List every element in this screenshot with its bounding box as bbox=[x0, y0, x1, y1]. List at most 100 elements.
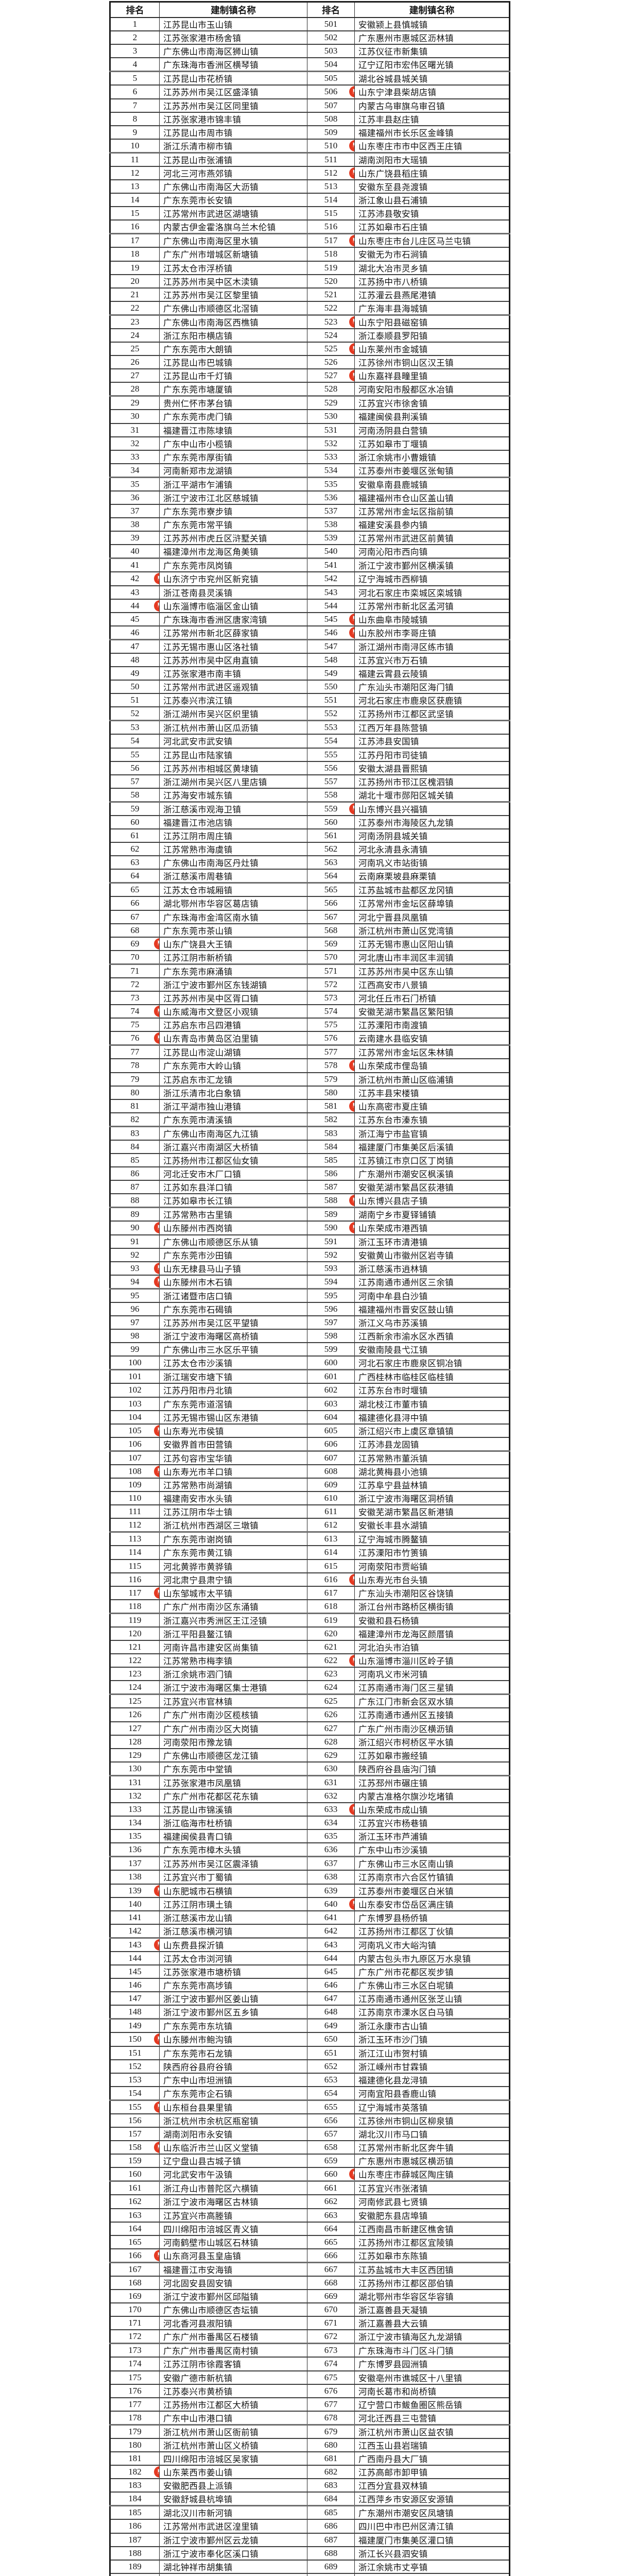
rank-cell-right: 646 bbox=[307, 1978, 355, 1993]
rank-cell-right: 591 bbox=[307, 1234, 355, 1249]
town-name-cell-right: 湖北鄂州市华容区华容镇 bbox=[354, 2289, 510, 2304]
rank-cell-left: 20 bbox=[110, 274, 160, 289]
town-name-cell-left: 浙江湖州市吴兴区织里镇 bbox=[159, 706, 307, 722]
rank-cell-left: 63 bbox=[110, 855, 160, 870]
table-row: 159 辽宁盘山县古城子镇 659 广东惠州市惠城区横沥镇 bbox=[110, 2154, 510, 2168]
table-row: 48 江苏苏州市吴中区甪直镇 548 江苏宜兴市万石镇 bbox=[110, 653, 510, 668]
rank-cell-right: 585 bbox=[307, 1153, 355, 1168]
town-name-cell-right: 辽宁海城市英落镇 bbox=[354, 2099, 510, 2114]
rank-cell-left: 88 bbox=[110, 1193, 160, 1209]
town-name-cell-right: 江苏盐城市大丰区西团镇 bbox=[354, 2262, 510, 2277]
town-name-cell-left: 江苏太仓市城厢镇 bbox=[159, 883, 307, 897]
town-name-cell-left: 浙江嘉兴市秀洲区王江泾镇 bbox=[159, 1613, 307, 1628]
rank-cell-left: 22 bbox=[110, 301, 160, 316]
rank-cell-right: 572 bbox=[307, 977, 355, 992]
town-name-cell-right: 广东博罗县杨侨镇 bbox=[354, 1910, 510, 1925]
flag-icon: ⚑ bbox=[349, 1804, 354, 1816]
table-row: 132 广东广州市花都区花东镇 632 内蒙古准格尔旗沙圪堵镇 bbox=[110, 1789, 510, 1804]
table-row: 170 广东佛山市顺德区杏坛镇 670 浙江嘉善县天凝镇 bbox=[110, 2302, 510, 2317]
table-row: 7 江苏苏州市吴江区同里镇 507 内蒙古乌审旗乌审召镇 bbox=[110, 98, 510, 113]
town-name-cell-left: 江苏扬州市江都区大桥镇 bbox=[159, 2397, 307, 2412]
rank-cell-right: 633⚑ bbox=[307, 1802, 355, 1817]
town-name-cell-right: 江苏如皋市石庄镇 bbox=[354, 219, 510, 235]
table-row: 138 江苏宜兴市丁蜀镇 638 江苏南京市六合区竹镇镇 bbox=[110, 1870, 510, 1885]
table-row: 153 广东中山市坦洲镇 653 福建德化县龙浔镇 bbox=[110, 2073, 510, 2087]
town-name-cell-right: 河北宁晋县凤凰镇 bbox=[354, 909, 510, 924]
town-name-cell-right: 江苏徐州市铜山区汉王镇 bbox=[354, 355, 510, 370]
rank-cell-left: 145 bbox=[110, 1964, 160, 1979]
table-row: 179 浙江杭州市萧山区衙前镇 679 浙江杭州市萧山区益农镇 bbox=[110, 2424, 510, 2439]
town-name-cell-left: 浙江瑞安市塘下镇 bbox=[159, 1369, 307, 1384]
table-row: 164 四川绵阳市涪城区青义镇 664 江西南昌市新建区樵舍镇 bbox=[110, 2222, 510, 2236]
rank-cell-left: 169 bbox=[110, 2289, 160, 2304]
town-name-cell-right: 广西桂林市临桂区临桂镇 bbox=[354, 1369, 510, 1384]
rank-cell-right: 676 bbox=[307, 2384, 355, 2398]
rank-cell-right: 504 bbox=[307, 57, 355, 73]
town-name-cell-right: 河南巩义市站街镇 bbox=[354, 855, 510, 870]
table-row: 177 江苏扬州市江都区大桥镇 677 辽宁营口市鲅鱼圈区熊岳镇 bbox=[110, 2397, 510, 2412]
town-name-cell-left: 广东佛山市顺德区乐从镇 bbox=[159, 1234, 307, 1249]
rank-cell-right: 640⚑ bbox=[307, 1897, 355, 1911]
town-name-cell-right: 浙江嘉善县大云镇 bbox=[354, 2316, 510, 2331]
table-row: 112 浙江杭州市西湖区三墩镇 612 安徽长丰县水湖镇 bbox=[110, 1518, 510, 1533]
town-name-cell-left: 四川绵阳市涪城区吴家镇 bbox=[159, 2451, 307, 2466]
town-name-cell-right: 江苏苏州市吴中区东山镇 bbox=[354, 963, 510, 978]
rank-cell-right: 551 bbox=[307, 693, 355, 708]
rank-cell-left: 80 bbox=[110, 1086, 160, 1100]
rank-cell-right: 647 bbox=[307, 1991, 355, 2006]
rank-cell-left: 143⚑ bbox=[110, 1937, 160, 1952]
table-row: 86 河北迁安市木厂口镇 586 广东潮州市潮安区枫溪镇 bbox=[110, 1166, 510, 1181]
town-name-cell-left: 山东济宁市兖州区新兖镇 bbox=[159, 571, 307, 586]
rank-cell-right: 556 bbox=[307, 761, 355, 775]
rank-cell-left: 103 bbox=[110, 1396, 160, 1411]
rank-cell-right: 582 bbox=[307, 1112, 355, 1127]
town-name-cell-left: 江苏江阴市璜土镇 bbox=[159, 1897, 307, 1911]
town-name-cell-left: 江苏常熟市海虞镇 bbox=[159, 842, 307, 857]
town-name-cell-right: 河北石家庄市栾城区栾城镇 bbox=[354, 585, 510, 600]
rank-cell-left: 190 bbox=[110, 2573, 160, 2576]
rank-cell-left: 44⚑ bbox=[110, 599, 160, 613]
town-name-cell-right: 江苏南通市通州区张芝山镇 bbox=[354, 1991, 510, 2006]
rank-cell-left: 124 bbox=[110, 1680, 160, 1696]
rank-cell-right: 626 bbox=[307, 1707, 355, 1722]
rank-cell-left: 40 bbox=[110, 544, 160, 560]
rank-cell-left: 37 bbox=[110, 504, 160, 519]
rank-cell-right: 605 bbox=[307, 1423, 355, 1438]
town-name-cell-right: 安徽和县石杨镇 bbox=[354, 1613, 510, 1628]
town-name-cell-left: 广东佛山市南海区大沥镇 bbox=[159, 179, 307, 194]
town-name-cell-right: 江苏丰县宋楼镇 bbox=[354, 1086, 510, 1100]
flag-icon: ⚑ bbox=[154, 1885, 159, 1896]
table-row: 174 江苏江阴市徐霞客镇 674 广东博罗县园洲镇 bbox=[110, 2357, 510, 2371]
town-name-cell-right: 江西玉山县岩瑞镇 bbox=[354, 2438, 510, 2453]
town-name-cell-right: 江苏阜宁县益林镇 bbox=[354, 1478, 510, 1493]
rank-cell-left: 75 bbox=[110, 1018, 160, 1032]
table-row: 165 河南鹤壁市山城区石林镇 665 江苏扬州市江都区宜陵镇 bbox=[110, 2235, 510, 2249]
rank-cell-left: 171 bbox=[110, 2316, 160, 2331]
table-row: 84 浙江嘉兴市南湖区大桥镇 584 福建厦门市集美区后溪镇 bbox=[110, 1140, 510, 1155]
town-name-cell-right: 云南建水县临安镇 bbox=[354, 1031, 510, 1046]
rank-cell-left: 185 bbox=[110, 2505, 160, 2520]
flag-icon: ⚑ bbox=[349, 1573, 354, 1585]
town-name-cell-right: 浙江长兴县泗安镇 bbox=[354, 2546, 510, 2561]
rank-cell-right: 675 bbox=[307, 2370, 355, 2385]
table-row: 123 浙江余姚市泗门镇 623 河南巩义市米河镇 bbox=[110, 1667, 510, 1682]
town-name-cell-right: 江苏常州市金坛区朱林镇 bbox=[354, 1045, 510, 1060]
town-name-cell-right: 河南中牟县白沙镇 bbox=[354, 1288, 510, 1303]
table-row: 114 广东东莞市黄江镇 614 江苏溧阳市竹箦镇 bbox=[110, 1545, 510, 1560]
rank-cell-left: 104 bbox=[110, 1410, 160, 1425]
rank-cell-left: 149 bbox=[110, 2019, 160, 2033]
rank-cell-left: 128 bbox=[110, 1735, 160, 1749]
town-name-cell-right: 江苏宜兴市徐舍镇 bbox=[354, 396, 510, 411]
town-name-cell-left: 山东肥城市石横镇 bbox=[159, 1883, 307, 1898]
town-name-cell-left: 福建晋江市陈埭镇 bbox=[159, 422, 307, 437]
town-name-cell-left: 广东中山市港口镇 bbox=[159, 2411, 307, 2426]
flag-icon: ⚑ bbox=[349, 2168, 354, 2180]
rank-cell-left: 179 bbox=[110, 2424, 160, 2439]
town-name-cell-left: 山东淄博市临淄区金山镇 bbox=[159, 599, 307, 613]
town-name-cell-right: 山东博兴县店子镇 bbox=[354, 1193, 510, 1209]
rank-cell-left: 147 bbox=[110, 1991, 160, 2006]
